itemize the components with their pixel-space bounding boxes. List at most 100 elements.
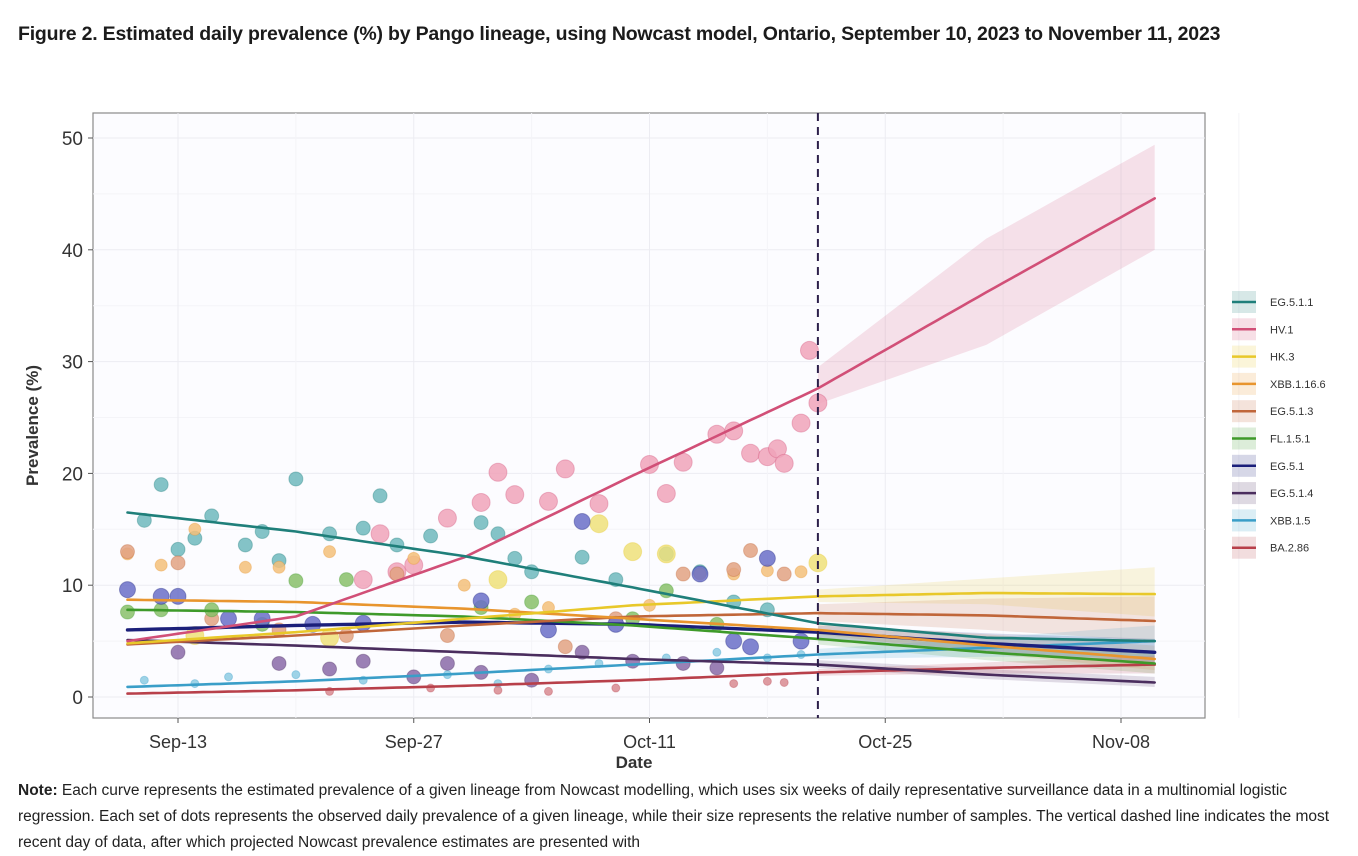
dot-eg-5-1	[725, 632, 743, 650]
dot-eg-5-1-1	[507, 550, 523, 566]
dot-xbb-1-16-6	[238, 560, 252, 574]
curve-eg-5-1-4	[126, 638, 1156, 684]
dot-ba-2-86	[543, 686, 553, 696]
curve-xbb-1-5	[126, 639, 1156, 689]
dot-xbb-1-16-6	[154, 558, 168, 572]
legend-label: EG.5.1.4	[1270, 488, 1313, 500]
legend-label: FL.1.5.1	[1270, 434, 1310, 446]
dot-eg-5-1-3	[119, 544, 135, 560]
dot-ba-2-86	[729, 679, 739, 689]
dot-eg-5-1	[152, 587, 170, 605]
dot-fl-1-5-1	[524, 594, 540, 610]
legend-item-eg-5-1-3: EG.5.1.3	[1232, 400, 1313, 423]
dot-xbb-1-5	[712, 647, 722, 657]
y-tick-label: 20	[62, 464, 83, 485]
y-tick-label: 10	[62, 576, 83, 597]
curve-eg-5-1-3	[126, 611, 1156, 646]
dot-eg-5-1	[691, 565, 709, 583]
legend-item-eg-5-1-4: EG.5.1.4	[1232, 482, 1313, 505]
legend-item-ba-2-86: BA.2.86	[1232, 536, 1309, 559]
curve-hv-1	[126, 197, 1156, 643]
y-axis-title: Prevalence (%)	[23, 365, 42, 486]
dot-ba-2-86	[762, 676, 772, 686]
dot-eg-5-1-4	[524, 672, 540, 688]
dot-xbb-1-16-6	[272, 560, 286, 574]
dot-xbb-1-16-6	[457, 578, 471, 592]
dot-eg-5-1-3	[338, 628, 354, 644]
legend-label: BA.2.86	[1270, 543, 1309, 555]
dot-eg-5-1	[253, 610, 271, 628]
dot-eg-5-1-1	[574, 549, 590, 565]
nowcast-curves	[125, 197, 1157, 695]
dot-xbb-1-5	[139, 675, 149, 685]
legend-label: HV.1	[1270, 324, 1293, 336]
x-tick-label: Oct-25	[858, 732, 912, 752]
dot-eg-5-1-1	[322, 526, 338, 542]
dot-hv-1	[555, 459, 575, 479]
dot-eg-5-1-1	[170, 541, 186, 557]
dot-eg-5-1	[792, 632, 810, 650]
dot-hk-3	[488, 570, 508, 590]
dot-eg-5-1-4	[322, 661, 338, 677]
legend-item-eg-5-1: EG.5.1	[1232, 454, 1304, 477]
x-tick-label: Sep-13	[149, 732, 207, 752]
dot-eg-5-1-1	[423, 528, 439, 544]
dot-fl-1-5-1	[119, 604, 135, 620]
curve-hk-3	[126, 591, 1156, 645]
dot-eg-5-1-3	[170, 555, 186, 571]
dot-eg-5-1-1	[372, 488, 388, 504]
note-text: Each curve represents the estimated prev…	[18, 782, 1330, 851]
dot-hv-1	[437, 508, 457, 528]
dot-xbb-1-16-6	[794, 565, 808, 579]
dot-hv-1	[774, 453, 794, 473]
dot-xbb-1-16-6	[323, 545, 337, 559]
dot-ba-2-86	[493, 685, 503, 695]
dot-eg-5-1	[758, 549, 776, 567]
dot-eg-5-1-4	[170, 644, 186, 660]
dot-ba-2-86	[611, 683, 621, 693]
dot-eg-5-1-3	[726, 562, 742, 578]
dot-xbb-1-16-6	[188, 522, 202, 536]
legend-item-hk-3: HK.3	[1232, 345, 1294, 368]
figure-title: Figure 2. Estimated daily prevalence (%)…	[18, 23, 1221, 45]
dot-hv-1	[353, 570, 373, 590]
dot-eg-5-1	[573, 512, 591, 530]
dot-eg-5-1-4	[709, 660, 725, 676]
x-axis-title: Date	[616, 753, 653, 772]
dot-xbb-1-5	[224, 672, 234, 682]
curve-fl-1-5-1	[126, 608, 1156, 665]
curve-ba-2-86	[126, 663, 1156, 695]
curve-eg-5-1-1	[126, 511, 1156, 643]
dot-fl-1-5-1	[288, 573, 304, 589]
dot-eg-5-1-1	[473, 515, 489, 531]
legend-item-hv-1: HV.1	[1232, 318, 1293, 341]
band-eg-5-1-3	[817, 596, 1155, 642]
dot-eg-5-1-4	[271, 655, 287, 671]
legend-label: EG.5.1.3	[1270, 406, 1313, 418]
dot-hv-1	[471, 492, 491, 512]
x-tick-label: Nov-08	[1092, 732, 1150, 752]
dot-ba-2-86	[779, 677, 789, 687]
dot-eg-5-1-3	[675, 566, 691, 582]
dot-eg-5-1-4	[439, 655, 455, 671]
dot-hv-1	[791, 413, 811, 433]
dot-fl-1-5-1	[338, 572, 354, 588]
dot-eg-5-1	[742, 638, 760, 656]
legend: EG.5.1.1 HV.1 HK.3 XBB.1.16.6 EG.5.1.3 FL.1.5…	[1232, 291, 1326, 559]
y-tick-label: 50	[62, 129, 83, 150]
dot-eg-5-1-3	[557, 639, 573, 655]
dot-hk-3	[623, 542, 643, 562]
dot-eg-5-1-3	[439, 628, 455, 644]
y-tick-label: 0	[72, 688, 83, 709]
dot-eg-5-1	[169, 587, 187, 605]
curve-eg-5-1	[125, 620, 1157, 654]
y-tick-label: 30	[62, 353, 83, 374]
y-tick-label: 40	[62, 241, 83, 262]
dot-hk-3	[320, 628, 340, 648]
dot-eg-5-1-1	[237, 537, 253, 553]
dot-eg-5-1	[472, 592, 490, 610]
dot-xbb-1-5	[291, 670, 301, 680]
legend-label: HK.3	[1270, 352, 1294, 364]
dot-eg-5-1-3	[743, 543, 759, 559]
